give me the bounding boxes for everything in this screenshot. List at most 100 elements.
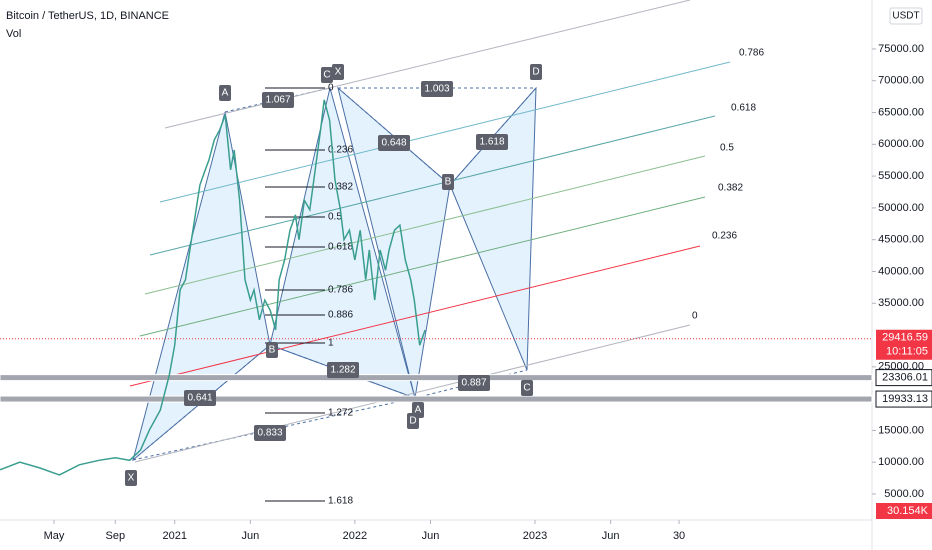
level-label: 23306.01 <box>882 372 928 384</box>
y-tick-label: 10000.00 <box>878 456 924 468</box>
y-tick-label: 15000.00 <box>878 424 924 436</box>
channel-line <box>134 324 691 463</box>
point-label-box <box>530 64 542 80</box>
ratio-label-box <box>458 375 490 391</box>
channel-level-label: 0.236 <box>712 231 737 242</box>
volume-legend: Vol <box>6 28 21 40</box>
ratio-label-box <box>421 81 453 97</box>
level-band <box>0 395 873 403</box>
chart-title: Bitcoin / TetherUS, 1D, BINANCE <box>6 10 169 22</box>
ratio-label: 1.067 <box>265 95 290 106</box>
ratio-label: 1.003 <box>424 84 449 95</box>
fib-level-label: 0.886 <box>328 310 353 321</box>
y-tick-label: 50000.00 <box>878 202 924 214</box>
x-tick-label: 30 <box>673 530 685 542</box>
x-tick-label: Jun <box>241 530 259 542</box>
level-label: 19933.13 <box>882 393 928 405</box>
point-label: D <box>409 416 416 427</box>
point-label-box <box>332 64 344 80</box>
y-tick-label: 55000.00 <box>878 170 924 182</box>
channel-line <box>129 245 701 387</box>
point-label-box <box>521 380 533 396</box>
point-label-box <box>442 174 454 190</box>
channel-line <box>159 61 731 203</box>
x-tick-label: Sep <box>105 530 125 542</box>
channel-line <box>149 115 716 256</box>
fib-level-label: 0.5 <box>328 212 342 223</box>
channel-level-label: 0.382 <box>718 183 743 194</box>
fib-level-label: 1.618 <box>328 496 353 507</box>
level-band <box>0 374 873 382</box>
y-tick-label: 75000.00 <box>878 43 924 55</box>
ratio-label-box <box>378 135 410 151</box>
last-price-box <box>876 329 932 360</box>
fib-level-label: 1.272 <box>328 408 353 419</box>
ratio-label: 1.618 <box>479 137 504 148</box>
countdown-label: 10:11:05 <box>886 346 928 358</box>
fib-level-label: 0 <box>328 83 334 94</box>
fib-level-label: 0.236 <box>328 145 353 156</box>
fib-level-label: 1 <box>328 338 334 349</box>
channel-line <box>164 0 691 129</box>
y-tick-label: 65000.00 <box>878 106 924 118</box>
channel-line <box>144 155 706 295</box>
ratio-label: 0.641 <box>187 393 212 404</box>
ratio-label-box <box>262 92 294 108</box>
channel-level-label: 0 <box>692 311 698 322</box>
point-label-box <box>219 85 231 101</box>
x-tick-label: Jun <box>602 530 620 542</box>
y-tick-label: 45000.00 <box>878 234 924 246</box>
fib-level-label: 0.382 <box>328 182 353 193</box>
x-tick-label: Jun <box>422 530 440 542</box>
x-tick-label: 2022 <box>343 530 367 542</box>
point-label: A <box>415 405 422 416</box>
ratio-label: 0.833 <box>257 428 282 439</box>
point-label: X <box>128 473 135 484</box>
point-label: B <box>269 345 276 356</box>
y-tick-label: 60000.00 <box>878 138 924 150</box>
channel-level-label: 0.618 <box>731 103 756 114</box>
point-label: C <box>523 383 530 394</box>
ratio-label-box <box>184 390 216 406</box>
price-line <box>0 99 426 476</box>
y-tick-label: 40000.00 <box>878 265 924 277</box>
y-tick-label: 5000.00 <box>884 488 924 500</box>
point-label-box <box>321 67 333 83</box>
fib-level-label: 0.618 <box>328 242 353 253</box>
x-tick-label: 2023 <box>523 530 547 542</box>
fib-level-label: 0.786 <box>328 285 353 296</box>
ratio-label-box <box>476 134 508 150</box>
point-label: A <box>222 88 229 99</box>
level-label-box <box>875 390 932 408</box>
channel-level-label: 0.786 <box>739 48 764 59</box>
pattern-guide <box>449 87 537 186</box>
last-price-label: 29416.59 <box>882 332 928 344</box>
ratio-label-box <box>254 425 286 441</box>
volume-label: 30.154K <box>887 505 929 517</box>
drawings: 0.786 0.618 0.5 0.382 0.236 0 0 0.236 0.382 0.5 0.… <box>0 0 873 507</box>
ratio-label: 0.887 <box>461 378 486 389</box>
x-tick-label: 2021 <box>162 530 186 542</box>
point-label: B <box>445 177 452 188</box>
series-layer <box>0 99 426 476</box>
y-tick-label: 35000.00 <box>878 297 924 309</box>
currency-label[interactable]: USDT <box>892 11 919 22</box>
volume-label-box <box>876 503 932 519</box>
point-label-box <box>407 413 419 429</box>
point-label: X <box>335 67 342 78</box>
channel-line <box>139 196 706 337</box>
currency-button[interactable] <box>889 7 923 25</box>
ratio-label: 0.648 <box>381 138 406 149</box>
x-tick-label: May <box>44 530 65 542</box>
ratio-label-box <box>327 362 359 378</box>
point-label: D <box>532 67 539 78</box>
pattern-guide <box>269 344 416 399</box>
point-label-box <box>266 342 278 358</box>
point-label-box <box>125 470 137 486</box>
ratio-label: 1.282 <box>330 365 355 376</box>
point-label: C <box>323 70 330 81</box>
channel-level-label: 0.5 <box>720 143 734 154</box>
